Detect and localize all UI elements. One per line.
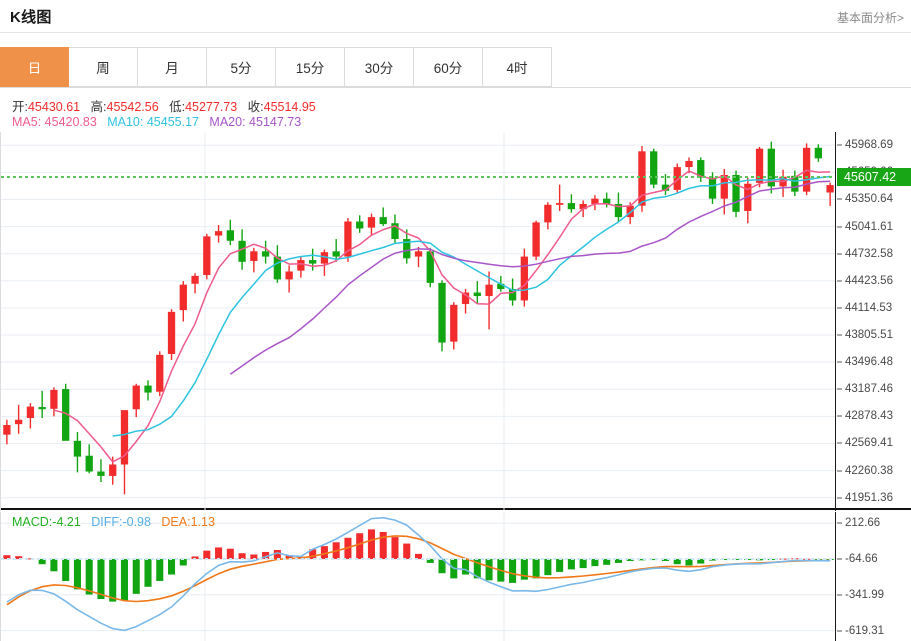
- ma10-label: MA10:: [107, 115, 144, 129]
- price-tick-5: 44423.56: [837, 275, 893, 287]
- price-tick-0: 45968.69: [837, 139, 893, 151]
- tick-mark: [837, 558, 842, 560]
- tab-label: 30分: [364, 61, 394, 76]
- tab-5[interactable]: 30分: [345, 47, 414, 87]
- current-price-badge: 45607.42: [837, 167, 911, 186]
- macd-panel: MACD:-4.21 DIFF:-0.98 DEA:1.13 212.66 -64…: [0, 512, 911, 641]
- tick-mark: [837, 280, 842, 282]
- price-tick-13: 41951.36: [837, 492, 893, 504]
- open-value: 45430.61: [27, 100, 81, 114]
- tab-label: 60分: [433, 61, 463, 76]
- ma5-value: 45420.83: [44, 115, 97, 129]
- tick-mark: [837, 253, 842, 255]
- macd-axis: 212.66 -64.66 -341.99 -619.31: [837, 512, 911, 641]
- candlestick-plot[interactable]: [0, 132, 836, 511]
- price-tick-4: 44732.58: [837, 248, 893, 260]
- tick-mark: [837, 307, 842, 309]
- close-label: 收:: [247, 100, 264, 114]
- price-tick-7: 43805.51: [837, 329, 893, 341]
- widget-header: K线图 基本面分析>: [0, 0, 911, 33]
- macd-readout: MACD:-4.21 DIFF:-0.98 DEA:1.13: [12, 515, 215, 529]
- close-value: 45514.95: [263, 100, 316, 114]
- ma20-label: MA20:: [209, 115, 246, 129]
- low-label: 低:: [169, 100, 186, 114]
- tick-mark: [837, 522, 842, 524]
- tick-mark: [837, 497, 842, 499]
- tab-label: 5分: [230, 61, 252, 76]
- tick-mark: [837, 630, 842, 632]
- tick-mark: [837, 470, 842, 472]
- tab-4[interactable]: 15分: [276, 47, 345, 87]
- page-title: K线图: [10, 9, 52, 26]
- tick-mark: [837, 144, 842, 146]
- fundamental-analysis-link[interactable]: 基本面分析>: [836, 11, 904, 25]
- tick-mark: [837, 198, 842, 200]
- tick-mark: [837, 415, 842, 417]
- tab-2[interactable]: 月: [138, 47, 207, 87]
- tab-0[interactable]: 日: [0, 47, 69, 87]
- price-tick-2: 45350.64: [837, 193, 893, 205]
- price-tick-12: 42260.38: [837, 465, 893, 477]
- open-label: 开:: [12, 100, 28, 114]
- ma20-value: 45147.73: [249, 115, 302, 129]
- macd-tick-3: -619.31: [837, 625, 884, 637]
- price-tick-10: 42878.43: [837, 410, 893, 422]
- high-value: 45542.56: [106, 100, 159, 114]
- tab-label: 月: [165, 61, 179, 76]
- low-value: 45277.73: [185, 100, 238, 114]
- ma10-value: 45455.17: [146, 115, 199, 129]
- macd-label: MACD:: [12, 515, 53, 529]
- macd-histogram-plot[interactable]: [0, 512, 836, 641]
- price-tick-9: 43187.46: [837, 383, 893, 395]
- timeframe-tabs: 日 周 月 5分 15分 30分 60分 4时: [0, 47, 911, 87]
- ma5-label: MA5:: [12, 115, 42, 129]
- high-label: 高:: [90, 100, 107, 114]
- dea-value: 1.13: [190, 515, 215, 529]
- price-tick-3: 45041.61: [837, 221, 893, 233]
- tab-1[interactable]: 周: [69, 47, 138, 87]
- macd-tick-1: -64.66: [837, 553, 878, 565]
- tab-7[interactable]: 4时: [483, 47, 552, 87]
- macd-tick-0: 212.66: [837, 517, 880, 529]
- tick-mark: [837, 388, 842, 390]
- macd-tick-2: -341.99: [837, 589, 884, 601]
- macd-value: -4.21: [52, 515, 81, 529]
- diff-value: -0.98: [122, 515, 151, 529]
- price-tick-11: 42569.41: [837, 437, 893, 449]
- tab-6[interactable]: 60分: [414, 47, 483, 87]
- moving-average-readout: MA5: 45420.83 MA10: 45455.17 MA20: 45147…: [12, 115, 301, 129]
- price-panel: 开:45430.61 高:45542.56 低:45277.73 收:45514…: [0, 87, 911, 511]
- price-tick-6: 44114.53: [837, 302, 892, 314]
- price-tick-8: 43496.48: [837, 356, 893, 368]
- tick-mark: [837, 334, 842, 336]
- tab-label: 15分: [295, 61, 325, 76]
- tick-mark: [837, 226, 842, 228]
- tick-mark: [837, 442, 842, 444]
- ohlc-readout: 开:45430.61 高:45542.56 低:45277.73 收:45514…: [12, 96, 316, 115]
- tick-mark: [837, 361, 842, 363]
- diff-label: DIFF:: [91, 515, 123, 529]
- tick-mark: [837, 594, 842, 596]
- tab-3[interactable]: 5分: [207, 47, 276, 87]
- tab-label: 日: [27, 61, 42, 76]
- tab-label: 4时: [506, 61, 528, 76]
- dea-label: DEA:: [161, 515, 191, 529]
- price-axis: 45968.6945659.6645350.6445041.6144732.58…: [837, 132, 911, 511]
- tab-label: 周: [96, 61, 110, 76]
